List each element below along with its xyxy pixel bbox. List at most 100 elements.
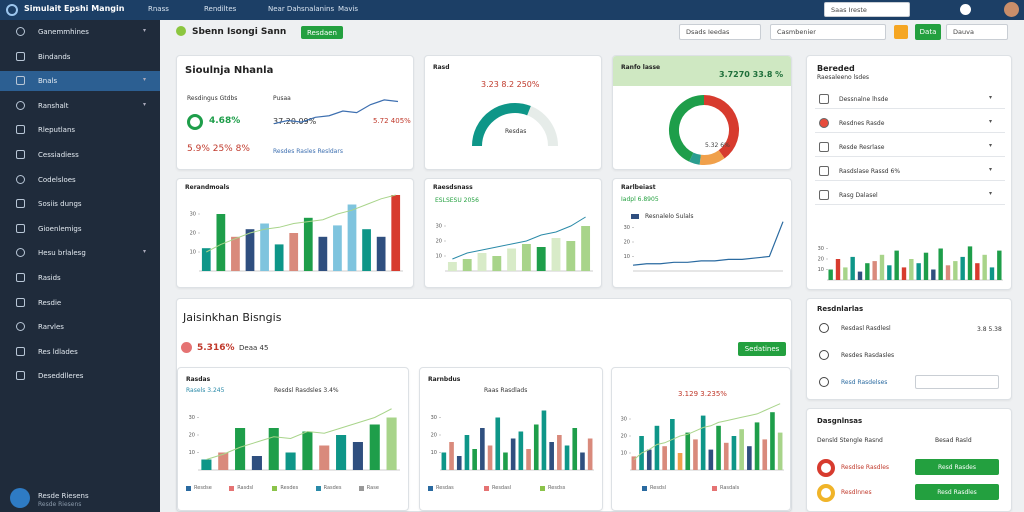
orange-button[interactable]: [894, 25, 908, 39]
bar: [872, 261, 877, 280]
search-1[interactable]: Dsads Ieedas: [679, 24, 761, 40]
trend-line: [206, 408, 392, 460]
row-text[interactable]: Resdasl Rasdlesl: [841, 325, 891, 332]
avatar[interactable]: [1004, 2, 1019, 17]
input[interactable]: [915, 375, 999, 389]
row-divider: [815, 156, 1005, 157]
menu-item[interactable]: Rendiltes: [204, 5, 237, 13]
nav-item[interactable]: Rasids: [38, 274, 61, 282]
y-tick-label: 20: [436, 239, 442, 245]
bar: [938, 248, 943, 280]
nav-item[interactable]: Rleputlans: [38, 126, 76, 135]
chevron: ▾: [989, 118, 993, 125]
bar: [762, 439, 768, 470]
data-button[interactable]: Data: [915, 24, 941, 40]
row-button[interactable]: Resd Rasdes: [915, 459, 999, 475]
nav-item[interactable]: Deseddlleres: [38, 372, 84, 381]
row-text[interactable]: Resdnes Rasde: [839, 120, 885, 127]
nav-item[interactable]: Resdie: [38, 298, 62, 307]
card-title: Raesdsnass: [433, 184, 473, 191]
chart: 10 20 30: [818, 246, 1003, 281]
sidebar: Resde Riesens Resde Riesens Ganemmhines ▾…: [0, 20, 160, 512]
bar: [201, 248, 211, 271]
bar: [865, 263, 870, 280]
legend-swatch: [631, 214, 639, 219]
chart-title: Rasdas: [186, 376, 211, 383]
nav-item[interactable]: Res ldlades: [38, 347, 78, 356]
y-tick-label: 30: [621, 417, 627, 423]
bar: [989, 267, 995, 280]
card: Ranfo lasse 3.7270 33.8 % 5.32 6%: [612, 55, 792, 170]
nav-item[interactable]: Gioenlemigs: [38, 224, 82, 233]
bar: [997, 250, 1002, 280]
bar: [472, 449, 477, 470]
row-text[interactable]: Resdes Rasdasles: [841, 352, 895, 359]
nav-item[interactable]: Codelsloes: [38, 175, 76, 184]
chart: 10 20 30: [189, 408, 400, 471]
toolbar-icon: [176, 26, 186, 36]
row-text[interactable]: Resdlse Rasdles: [841, 464, 890, 471]
bar: [654, 425, 660, 470]
trend-line: [633, 403, 781, 461]
bar: [747, 446, 752, 470]
bar: [347, 204, 357, 271]
nav-item[interactable]: Bindands: [38, 52, 71, 61]
bar: [480, 428, 485, 470]
chart: 10 20 30: [190, 194, 403, 272]
ring-icon: [187, 114, 203, 130]
bar: [507, 248, 517, 271]
search-2[interactable]: Casmbenier: [770, 24, 886, 40]
chart: [472, 103, 558, 147]
row-button[interactable]: Resd Rasdles: [915, 484, 999, 500]
bar: [662, 446, 667, 470]
logo: [6, 4, 18, 16]
bar: [777, 432, 783, 470]
card: Rerandmoals 10 20 30: [176, 178, 414, 288]
chart: 10 20 30: [436, 216, 593, 272]
nav-item[interactable]: Ranshalt: [38, 101, 69, 110]
row-text[interactable]: Resde Resrlase: [839, 144, 885, 151]
active-item: [0, 71, 160, 92]
nav-icon: [16, 199, 25, 209]
search[interactable]: Saas Ireste: [824, 2, 910, 17]
bar: [333, 225, 342, 271]
bar: [318, 236, 328, 271]
nav-item[interactable]: Bnals: [38, 77, 58, 86]
row-text[interactable]: Resd Rasdelses: [841, 379, 888, 386]
nav-item[interactable]: Ganemmhines: [38, 28, 89, 36]
bar: [376, 236, 386, 271]
nav-item[interactable]: Sosiis dungs: [38, 200, 82, 209]
icon[interactable]: [960, 4, 971, 15]
row-text[interactable]: Resdlnnes: [841, 489, 872, 496]
y-tick-label: 20: [431, 433, 437, 439]
donut-label: 5.32 6%: [705, 142, 730, 149]
nav-item[interactable]: Rarvles: [38, 323, 64, 332]
foot-label: Resdasl: [492, 485, 512, 491]
nav-item[interactable]: Hesu brlalesg: [38, 249, 86, 258]
y-tick-label: 10: [189, 450, 195, 456]
card: Raesdsnass ESLSESU 2056 10 20 30: [424, 178, 602, 288]
toolbar-button[interactable]: Resdaen: [301, 26, 343, 39]
bar: [362, 229, 371, 271]
y-tick-label: 30: [431, 415, 437, 421]
chevron: ▾: [143, 76, 147, 84]
foot-swatch: [229, 486, 235, 491]
user-sub: Resde Riesens: [38, 501, 82, 508]
nav-icon: [16, 248, 25, 258]
bar: [551, 238, 561, 271]
dropdown[interactable]: Dauva: [946, 24, 1008, 40]
stat: 3.129 3.235%: [678, 390, 727, 398]
bar: [670, 419, 675, 470]
menu-item[interactable]: Near Dahsnalanins: [268, 5, 335, 13]
row-text[interactable]: Dessnalne lhsde: [839, 96, 889, 103]
menu-item[interactable]: Mavis: [338, 5, 359, 13]
chevron: ▾: [143, 27, 147, 34]
stat: Deaa 45: [239, 344, 269, 352]
y-tick-label: 10: [818, 267, 824, 273]
nav-item[interactable]: Cessiadiess: [38, 151, 79, 159]
row-text[interactable]: Rasdslase Rassd 6%: [839, 168, 901, 175]
menu-item[interactable]: Rnass: [148, 5, 169, 13]
row-text[interactable]: Rasg Dalasel: [839, 192, 878, 199]
panel-title: Resdnlarlas: [817, 305, 864, 313]
button[interactable]: Sedatines: [738, 342, 786, 356]
